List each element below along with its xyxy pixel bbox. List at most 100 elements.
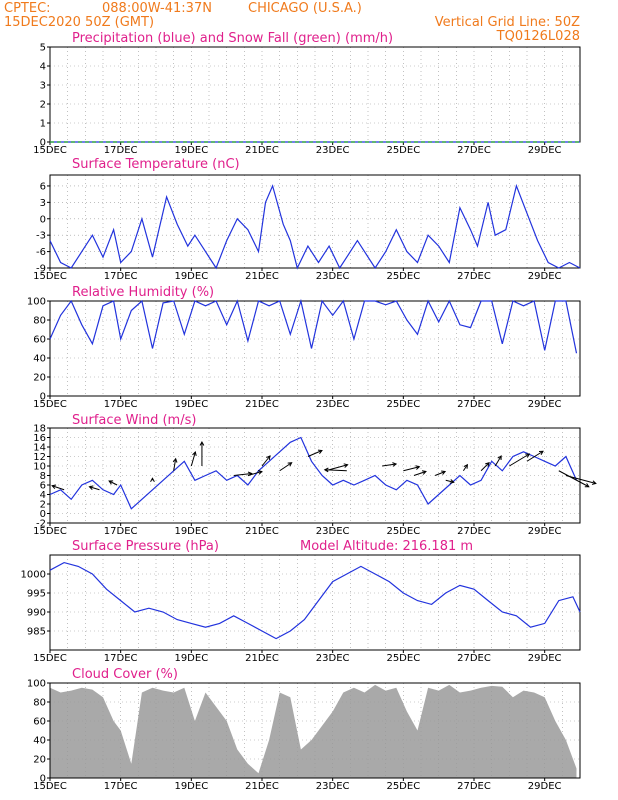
wind-arrow xyxy=(173,458,177,471)
wind-series-wind-speed xyxy=(49,436,578,510)
rh-frame xyxy=(49,300,581,397)
wind-arrow xyxy=(233,473,252,476)
pres-title: Surface Pressure (hPa) xyxy=(72,539,219,554)
precip-ytick: 2 xyxy=(40,100,46,111)
rh-ytick: 40 xyxy=(33,354,46,365)
rh-ytick: 100 xyxy=(27,297,46,308)
wind-ytick: 0 xyxy=(40,509,46,520)
precip-xtick: 25DEC xyxy=(386,145,420,156)
temp-xtick: 23DEC xyxy=(316,271,350,282)
temp-xtick: 21DEC xyxy=(245,271,279,282)
temp-frame xyxy=(49,174,581,269)
header-grid-line: Vertical Grid Line: 50Z xyxy=(435,15,580,30)
cloud-xtick: 15DEC xyxy=(33,781,67,792)
precip-xtick: 15DEC xyxy=(33,145,67,156)
pres-ytick: 995 xyxy=(27,589,46,600)
wind-arrow-head xyxy=(441,470,447,475)
temp-ytick: -9 xyxy=(36,264,46,275)
precip-xtick: 29DEC xyxy=(528,145,562,156)
wind-ytick: 10 xyxy=(33,462,46,473)
temp-ytick: -3 xyxy=(36,231,46,242)
wind-arrow-head xyxy=(415,465,421,470)
wind-arrow xyxy=(434,471,446,476)
precip-xtick: 17DEC xyxy=(104,145,138,156)
rh-ytick: 0 xyxy=(40,392,46,403)
wind-arrow xyxy=(247,471,263,476)
rh-xtick: 23DEC xyxy=(316,399,350,410)
wind-ytick: 16 xyxy=(33,433,46,444)
temp-xtick: 17DEC xyxy=(104,271,138,282)
pres-ytick: 985 xyxy=(27,627,46,638)
pres-series-surface-pressure xyxy=(49,561,581,640)
rh-xtick: 19DEC xyxy=(174,399,208,410)
wind-xtick: 23DEC xyxy=(316,526,350,537)
wind-arrow xyxy=(526,450,544,462)
wind-arrow-head xyxy=(323,467,329,473)
precip-ytick: 1 xyxy=(40,119,46,130)
wind-ytick: 8 xyxy=(40,471,46,482)
wind-title: Surface Wind (m/s) xyxy=(72,413,196,428)
wind-xtick: 25DEC xyxy=(386,526,420,537)
wind-arrow-head xyxy=(108,480,114,485)
wind-arrow xyxy=(190,451,196,467)
wind-xtick: 29DEC xyxy=(528,526,562,537)
cloud-xtick: 27DEC xyxy=(457,781,491,792)
pres-xtick: 21DEC xyxy=(245,653,279,664)
rh-ytick: 20 xyxy=(33,373,46,384)
wind-arrow-head xyxy=(463,463,468,469)
wind-xtick: 17DEC xyxy=(104,526,138,537)
wind-ytick: 6 xyxy=(40,481,46,492)
wind-arrow-head xyxy=(199,440,205,446)
header-location: CHICAGO (U.S.A.) xyxy=(248,1,362,16)
pres-xtick: 23DEC xyxy=(316,653,350,664)
cloud-ytick: 60 xyxy=(33,717,46,728)
header-datetime: 15DEC2020 50Z (GMT) xyxy=(4,15,154,30)
wind-arrow-head xyxy=(485,462,490,467)
cloud-title: Cloud Cover (%) xyxy=(72,667,178,682)
wind-ytick: 2 xyxy=(40,500,46,511)
wind-arrow xyxy=(462,464,468,472)
rh-xtick: 17DEC xyxy=(104,399,138,410)
precip-xtick: 27DEC xyxy=(457,145,491,156)
pres-ytick: 990 xyxy=(27,608,46,619)
wind-arrow xyxy=(108,480,118,486)
precip-ytick: 4 xyxy=(40,62,46,73)
rh-title: Relative Humidity (%) xyxy=(72,285,214,300)
wind-arrow-head xyxy=(525,453,531,458)
wind-arrow xyxy=(509,453,530,467)
cloud-xtick: 25DEC xyxy=(386,781,420,792)
rh-xtick: 27DEC xyxy=(457,399,491,410)
wind-arrow-head xyxy=(343,463,349,468)
wind-arrow-head xyxy=(266,455,271,461)
pres-xtick: 19DEC xyxy=(174,653,208,664)
precip-ytick: 3 xyxy=(40,81,46,92)
rh-series-relative-humidity xyxy=(49,298,578,354)
wind-arrow-head xyxy=(584,483,590,488)
precip-ytick: 5 xyxy=(40,43,46,54)
wind-arrow-head xyxy=(150,477,155,483)
wind-arrow xyxy=(382,463,397,467)
rh-xtick: 25DEC xyxy=(386,399,420,410)
pres-xtick: 29DEC xyxy=(528,653,562,664)
wind-arrow xyxy=(261,455,271,467)
cloud-frame xyxy=(49,682,581,779)
wind-xtick: 19DEC xyxy=(174,526,208,537)
wind-arrow-head xyxy=(497,455,502,461)
wind-arrow-head xyxy=(392,462,398,467)
wind-arrow xyxy=(558,470,590,488)
cloud-ytick: 0 xyxy=(40,774,46,785)
temp-xtick: 19DEC xyxy=(174,271,208,282)
cloud-area xyxy=(50,684,577,778)
pres-ytick: 1000 xyxy=(21,570,46,581)
cloud-xtick: 21DEC xyxy=(245,781,279,792)
wind-xtick: 15DEC xyxy=(33,526,67,537)
wind-arrow-head xyxy=(591,480,597,485)
wind-xtick: 21DEC xyxy=(245,526,279,537)
wind-arrow xyxy=(480,462,490,472)
pres-xtick: 15DEC xyxy=(33,653,67,664)
wind-arrow xyxy=(565,475,596,484)
rh-ytick: 60 xyxy=(33,335,46,346)
precip-ytick: 0 xyxy=(40,138,46,149)
temp-xtick: 15DEC xyxy=(33,271,67,282)
